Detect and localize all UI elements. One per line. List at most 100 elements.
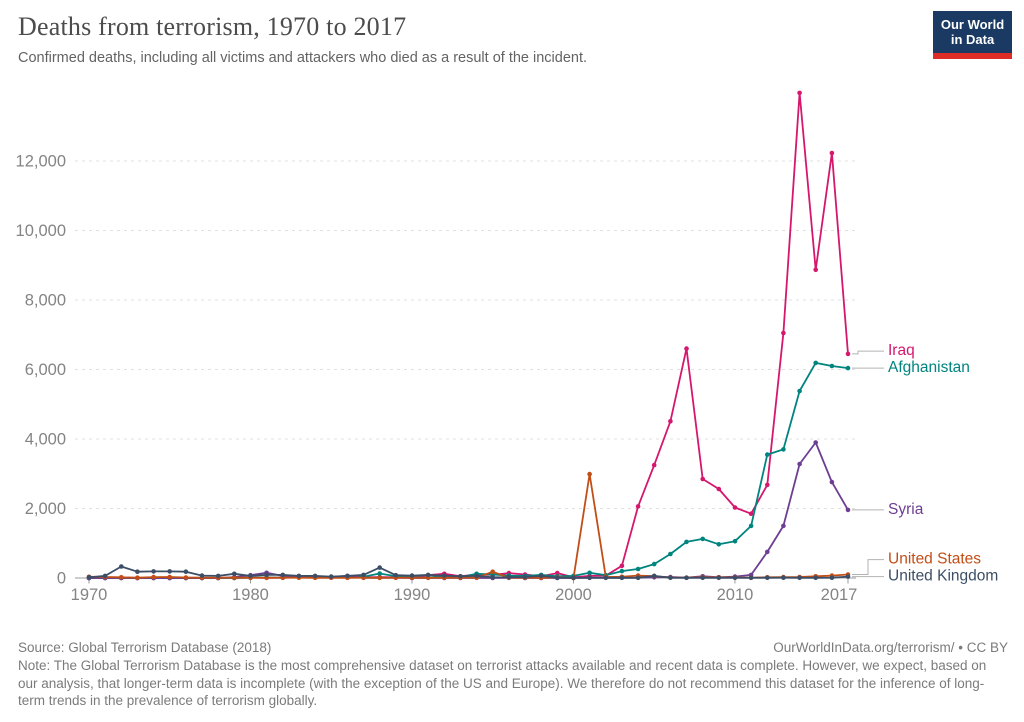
data-point-united-kingdom (797, 575, 802, 581)
series-label-iraq[interactable]: Iraq (888, 342, 915, 359)
owid-logo[interactable]: Our World in Data (933, 11, 1012, 59)
data-point-united-kingdom (280, 572, 286, 578)
data-point-united-kingdom (571, 575, 576, 581)
data-point-iraq (732, 505, 738, 510)
data-point-afghanistan (668, 551, 673, 557)
data-point-iraq (797, 90, 802, 96)
chart-subtitle: Confirmed deaths, including all victims … (18, 50, 588, 66)
data-point-afghanistan (651, 561, 657, 567)
y-tick-label: 12,000 (16, 153, 66, 171)
data-point-afghanistan (813, 360, 818, 366)
data-point-afghanistan (619, 568, 625, 574)
data-point-united-states (490, 569, 496, 574)
x-tick-label: 1990 (394, 586, 431, 604)
data-point-iraq (716, 486, 722, 492)
series-label-united-kingdom[interactable]: United Kingdom (888, 568, 998, 585)
data-point-iraq (748, 511, 754, 516)
data-point-iraq (813, 267, 818, 273)
data-point-afghanistan (748, 523, 754, 529)
source-text: Source: Global Terrorism Database (2018) (18, 640, 272, 655)
data-point-afghanistan (829, 363, 835, 369)
data-point-afghanistan (684, 539, 689, 545)
data-point-united-kingdom (119, 564, 124, 569)
data-point-syria (813, 440, 818, 445)
label-connector-united-states (852, 559, 884, 575)
data-point-afghanistan (781, 447, 786, 452)
data-point-united-kingdom (813, 575, 818, 581)
data-point-iraq (765, 482, 770, 488)
data-point-united-kingdom (555, 575, 560, 580)
data-point-united-kingdom (603, 575, 609, 581)
data-point-united-kingdom (312, 573, 318, 579)
data-point-afghanistan (587, 570, 592, 576)
data-point-iraq (700, 476, 705, 482)
data-point-united-kingdom (377, 565, 383, 570)
data-point-united-states (135, 575, 140, 580)
note-text: Note: The Global Terrorism Database is t… (18, 658, 987, 708)
y-tick-label: 10,000 (16, 222, 66, 240)
label-connector-iraq (852, 350, 884, 355)
data-point-afghanistan (716, 542, 722, 547)
chart-canvas: 0 2,000 4,000 6,000 8,000 10,000 12,000 1970 198… (16, 90, 998, 604)
data-point-united-kingdom (474, 573, 479, 579)
data-point-iraq (555, 570, 560, 576)
data-point-united-states (119, 575, 124, 580)
data-point-united-kingdom (651, 573, 657, 579)
y-tick-label: 8,000 (25, 292, 66, 310)
data-point-united-kingdom (748, 575, 754, 581)
page-title: Deaths from terrorism, 1970 to 2017 (18, 12, 407, 41)
data-point-united-kingdom (199, 573, 205, 578)
y-tick-label: 4,000 (25, 431, 66, 449)
data-point-united-states (151, 574, 156, 580)
data-point-united-kingdom (684, 575, 689, 581)
data-point-iraq (635, 504, 641, 509)
data-point-united-kingdom (716, 575, 722, 581)
data-point-united-kingdom (442, 573, 447, 578)
data-point-united-kingdom (522, 574, 528, 580)
series-label-united-states[interactable]: United States (888, 551, 981, 568)
x-tick-label: 2010 (717, 586, 754, 604)
data-point-united-kingdom (458, 574, 463, 579)
data-point-syria (781, 523, 786, 529)
series-line-syria (89, 441, 849, 579)
data-point-iraq (651, 462, 657, 468)
y-tick-label: 0 (57, 570, 66, 588)
x-tick-label: 2017 (821, 586, 858, 604)
data-point-united-kingdom (151, 569, 156, 574)
credit-link[interactable]: OurWorldInData.org/terrorism/ • CC BY (773, 640, 1008, 655)
data-point-iraq (845, 351, 851, 357)
data-point-afghanistan (377, 571, 383, 576)
data-point-united-kingdom (490, 575, 496, 580)
data-point-united-kingdom (845, 574, 851, 579)
data-point-united-kingdom (425, 572, 431, 578)
series-label-syria[interactable]: Syria (888, 501, 924, 518)
x-tick-label: 1980 (232, 586, 269, 604)
data-point-afghanistan (765, 452, 770, 457)
data-point-united-kingdom (538, 573, 544, 579)
data-point-united-kingdom (167, 569, 172, 574)
data-point-united-kingdom (700, 575, 705, 581)
chart-footer: Source: Global Terrorism Database (2018)… (18, 640, 1008, 710)
data-point-united-kingdom (86, 575, 92, 580)
data-point-united-kingdom (102, 573, 108, 579)
data-point-iraq (781, 330, 786, 336)
series-line-united-kingdom (88, 565, 849, 579)
data-point-united-kingdom (296, 573, 302, 579)
data-point-syria (765, 549, 770, 555)
data-point-united-kingdom (135, 569, 140, 574)
data-point-united-states (232, 575, 237, 580)
data-point-united-kingdom (765, 575, 770, 581)
series-label-afghanistan[interactable]: Afghanistan (888, 359, 970, 376)
data-point-united-states (183, 575, 189, 580)
series-line-afghanistan (89, 362, 849, 579)
data-point-iraq (668, 419, 673, 424)
data-point-united-kingdom (328, 574, 334, 579)
x-tick-label: 1970 (71, 586, 108, 604)
data-point-united-kingdom (635, 575, 641, 581)
data-point-afghanistan (732, 538, 738, 544)
data-point-iraq (684, 346, 689, 351)
x-tick-label: 2000 (555, 586, 592, 604)
data-point-united-kingdom (264, 572, 269, 578)
data-point-syria (845, 507, 851, 513)
